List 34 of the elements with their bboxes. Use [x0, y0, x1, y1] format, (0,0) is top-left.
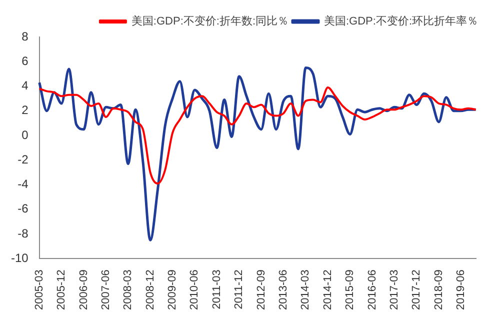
line-series	[38, 66, 478, 242]
x-tick-label: 2015-09	[344, 270, 356, 310]
x-tick-label: 2017-12	[410, 270, 423, 310]
y-tick-label: -4	[18, 177, 29, 192]
x-tick-label: 2008-03	[122, 270, 134, 310]
y-tick-label: -6	[18, 202, 29, 216]
x-tick-label: 2011-03	[210, 270, 223, 310]
x-tick-label: 2016-06	[366, 270, 378, 310]
y-tick-label: 2	[22, 103, 29, 118]
legend-label: 美国:GDP:不变价:折年数:同比％	[131, 14, 288, 28]
x-tick-label: 2006-09	[78, 270, 90, 310]
line-series	[38, 86, 477, 185]
y-tick-label: 6	[22, 54, 29, 68]
x-tick-label: 2017-03	[388, 270, 400, 310]
x-tick-label: 2014-12	[322, 270, 334, 310]
y-tick-label: -8	[18, 226, 29, 240]
x-tick-label: 2018-09	[432, 270, 445, 310]
legend-label: 美国:GDP:不变价:环比折年率％	[324, 14, 478, 28]
y-tick-label: 8	[22, 29, 29, 44]
y-tick-label: -10	[11, 250, 29, 265]
x-tick-label: 2010-06	[188, 270, 201, 310]
x-tick-label: 2008-12	[144, 270, 156, 310]
x-tick-label: 2013-06	[277, 270, 290, 310]
x-tick-label: 2009-09	[166, 270, 179, 310]
x-tick-label: 2012-09	[255, 270, 268, 310]
x-tick-label: 2005-12	[56, 270, 68, 310]
x-tick-label: 2005-03	[33, 270, 46, 310]
x-tick-label: 2007-06	[100, 270, 112, 310]
x-tick-label: 2011-12	[233, 270, 246, 310]
y-tick-label: -2	[18, 152, 29, 166]
x-tick-label: 2019-06	[455, 270, 468, 310]
y-tick-label: 4	[22, 78, 29, 93]
y-tick-label: 0	[22, 128, 29, 142]
x-tick-label: 2014-03	[300, 270, 312, 310]
